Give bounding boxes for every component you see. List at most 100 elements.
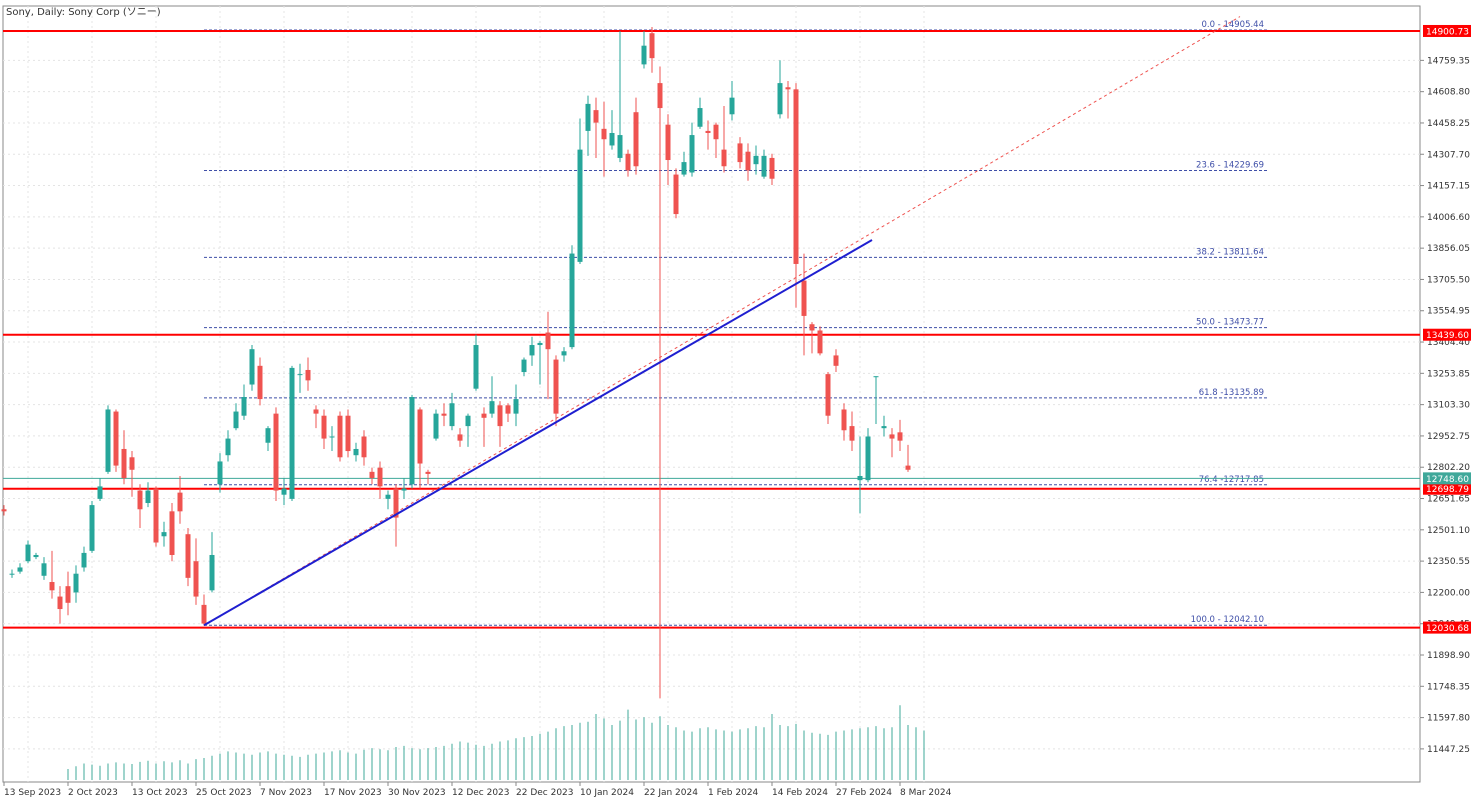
candle-body[interactable] bbox=[649, 33, 655, 59]
candle-body[interactable] bbox=[673, 174, 679, 215]
candle-body[interactable] bbox=[321, 415, 327, 439]
candle-body[interactable] bbox=[713, 124, 719, 140]
candle-body[interactable] bbox=[865, 436, 871, 481]
candle-body[interactable] bbox=[473, 345, 479, 389]
candle-body[interactable] bbox=[505, 405, 511, 414]
candle-body[interactable] bbox=[265, 428, 271, 443]
candle-body[interactable] bbox=[121, 448, 127, 479]
candle-body[interactable] bbox=[337, 415, 343, 458]
candle-body[interactable] bbox=[145, 490, 151, 504]
candle-body[interactable] bbox=[313, 409, 319, 414]
candle-body[interactable] bbox=[849, 426, 855, 441]
candle-body[interactable] bbox=[697, 108, 703, 127]
candle-body[interactable] bbox=[489, 401, 495, 414]
candle-body[interactable] bbox=[297, 374, 303, 376]
candle-body[interactable] bbox=[425, 471, 431, 474]
candle-body[interactable] bbox=[169, 511, 175, 555]
candle-body[interactable] bbox=[609, 132, 615, 146]
candle-body[interactable] bbox=[729, 97, 735, 115]
candle-body[interactable] bbox=[9, 573, 15, 575]
candle-body[interactable] bbox=[25, 544, 31, 562]
candle-body[interactable] bbox=[577, 149, 583, 262]
candle-body[interactable] bbox=[745, 151, 751, 171]
candle-body[interactable] bbox=[561, 351, 567, 356]
plot-area[interactable] bbox=[2, 5, 1421, 783]
candle-body[interactable] bbox=[833, 355, 839, 366]
candle-body[interactable] bbox=[905, 465, 911, 470]
candle-body[interactable] bbox=[441, 413, 447, 416]
candle-body[interactable] bbox=[529, 345, 535, 356]
candle-body[interactable] bbox=[217, 461, 223, 485]
candle-body[interactable] bbox=[369, 471, 375, 479]
candle-body[interactable] bbox=[841, 409, 847, 431]
candle-body[interactable] bbox=[825, 374, 831, 416]
candle-body[interactable] bbox=[153, 488, 159, 543]
candle-body[interactable] bbox=[465, 415, 471, 427]
candle-body[interactable] bbox=[241, 397, 247, 416]
candle-body[interactable] bbox=[769, 157, 775, 179]
candle-body[interactable] bbox=[97, 486, 103, 499]
candle-body[interactable] bbox=[625, 153, 631, 171]
candle-body[interactable] bbox=[785, 87, 791, 90]
candle-body[interactable] bbox=[737, 143, 743, 163]
candle-body[interactable] bbox=[601, 128, 607, 140]
candle-body[interactable] bbox=[569, 253, 575, 348]
candle-body[interactable] bbox=[641, 45, 647, 65]
candle-body[interactable] bbox=[881, 426, 887, 429]
candle-body[interactable] bbox=[329, 436, 335, 438]
candle-body[interactable] bbox=[633, 112, 639, 167]
candle-body[interactable] bbox=[857, 475, 863, 481]
candle-body[interactable] bbox=[457, 434, 463, 441]
candle-body[interactable] bbox=[209, 554, 215, 591]
candle-body[interactable] bbox=[401, 488, 407, 491]
candle-body[interactable] bbox=[81, 552, 87, 568]
candle-body[interactable] bbox=[497, 405, 503, 427]
candle-body[interactable] bbox=[361, 436, 367, 458]
candle-body[interactable] bbox=[665, 124, 671, 161]
candle-body[interactable] bbox=[873, 376, 879, 378]
candle-body[interactable] bbox=[521, 359, 527, 373]
candle-body[interactable] bbox=[353, 448, 359, 456]
candle-body[interactable] bbox=[113, 411, 119, 466]
candle-body[interactable] bbox=[281, 488, 287, 495]
candle-body[interactable] bbox=[433, 413, 439, 439]
candle-body[interactable] bbox=[305, 369, 311, 381]
candle-body[interactable] bbox=[105, 409, 111, 472]
candle-body[interactable] bbox=[689, 135, 695, 173]
candle-body[interactable] bbox=[721, 149, 727, 167]
candle-body[interactable] bbox=[585, 103, 591, 131]
candle-body[interactable] bbox=[777, 83, 783, 115]
candle-body[interactable] bbox=[177, 492, 183, 512]
fib-extension-line[interactable] bbox=[203, 16, 1241, 626]
candle-body[interactable] bbox=[289, 367, 295, 499]
candle-body[interactable] bbox=[57, 596, 63, 610]
candle-body[interactable] bbox=[49, 582, 55, 591]
candle-body[interactable] bbox=[377, 467, 383, 487]
candle-body[interactable] bbox=[393, 488, 399, 518]
candle-body[interactable] bbox=[897, 432, 903, 441]
candle-body[interactable] bbox=[273, 413, 279, 491]
candle-body[interactable] bbox=[657, 83, 663, 109]
candle-body[interactable] bbox=[761, 155, 767, 177]
candle-body[interactable] bbox=[225, 438, 231, 456]
candle-body[interactable] bbox=[65, 586, 71, 603]
candle-body[interactable] bbox=[809, 324, 815, 331]
candle-body[interactable] bbox=[33, 554, 39, 558]
candle-body[interactable] bbox=[137, 490, 143, 510]
candle-body[interactable] bbox=[1, 509, 7, 512]
candle-body[interactable] bbox=[681, 162, 687, 175]
candle-body[interactable] bbox=[889, 434, 895, 439]
candle-body[interactable] bbox=[801, 280, 807, 316]
candle-body[interactable] bbox=[793, 89, 799, 264]
candle-body[interactable] bbox=[537, 342, 543, 346]
candle-body[interactable] bbox=[817, 330, 823, 354]
candle-body[interactable] bbox=[705, 130, 711, 133]
candle-body[interactable] bbox=[753, 155, 759, 165]
candle-body[interactable] bbox=[17, 567, 23, 572]
candle-body[interactable] bbox=[193, 561, 199, 597]
candle-body[interactable] bbox=[345, 415, 351, 452]
candle-body[interactable] bbox=[233, 411, 239, 429]
candle-body[interactable] bbox=[201, 604, 207, 624]
